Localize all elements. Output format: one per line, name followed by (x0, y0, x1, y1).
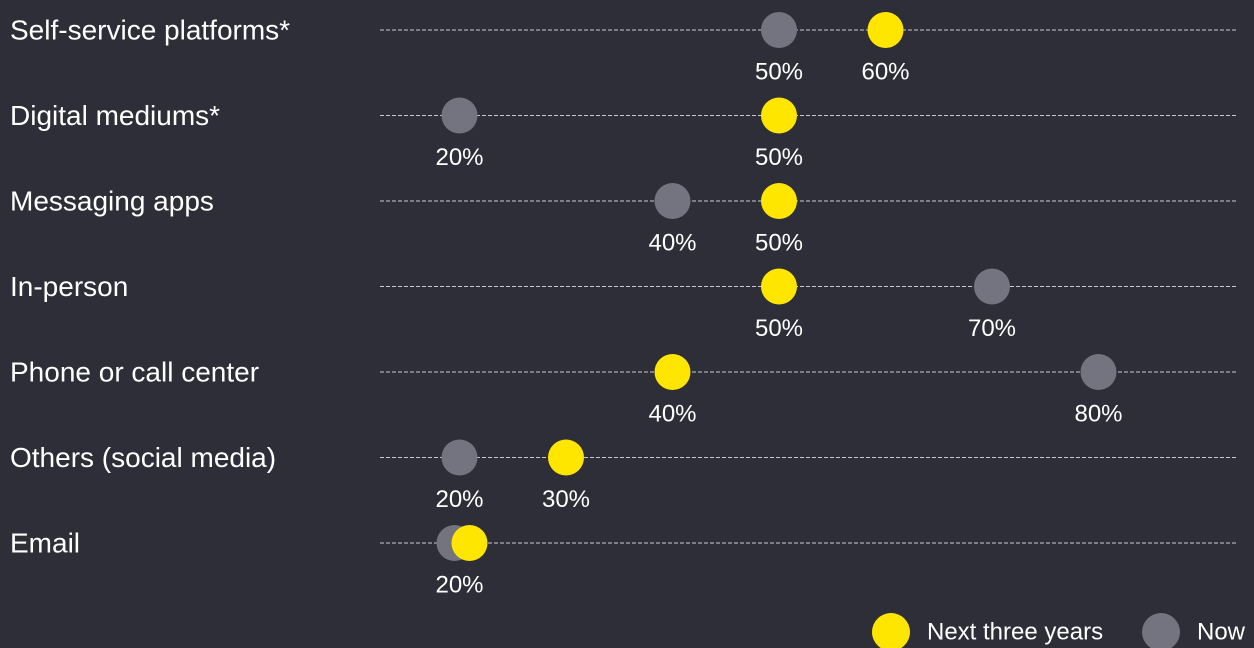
row-digital-mediums: Digital mediums* 20% 50% (10, 97, 1236, 171)
row-phone-or-call-center: Phone or call center 80% 40% (10, 354, 1236, 427)
category-label: Messaging apps (10, 185, 214, 216)
value-label-now: 20% (435, 486, 483, 513)
value-label-next-three-years: 50% (755, 144, 803, 171)
category-label: Others (social media) (10, 442, 276, 473)
legend-now-label: Now (1197, 618, 1246, 645)
dot-next-three-years (761, 183, 797, 219)
category-label: Phone or call center (10, 356, 259, 387)
value-label-now: 70% (968, 315, 1016, 342)
value-label-next-three-years: 30% (542, 486, 590, 513)
value-label-next-three-years: 50% (755, 315, 803, 342)
value-label-now: 80% (1074, 400, 1122, 427)
dot-now (761, 12, 797, 48)
dot-next-three-years (548, 439, 584, 476)
dot-now (654, 183, 691, 219)
row-messaging-apps: Messaging apps 40% 50% (10, 183, 1236, 256)
value-label-next-three-years: 60% (861, 58, 909, 85)
chart-legend: Next three years Now (872, 613, 1246, 648)
row-email: Email 20% (10, 525, 1236, 598)
category-label: In-person (10, 271, 128, 302)
category-label: Self-service platforms* (10, 14, 290, 45)
value-label-now: 20% (435, 571, 483, 598)
value-label-next-three-years: 40% (648, 400, 696, 427)
value-label-now: 50% (755, 58, 803, 85)
dot-now (441, 97, 478, 134)
dot-next-three-years (654, 354, 691, 390)
value-label-now: 40% (648, 229, 696, 256)
dot-next-three-years (451, 525, 488, 561)
row-in-person: In-person 70% 50% (10, 268, 1236, 342)
dot-next-three-years (867, 12, 904, 48)
dot-next-three-years (761, 268, 797, 305)
legend-next-three-years-marker (872, 613, 910, 648)
dot-now (974, 268, 1010, 305)
category-label: Email (10, 527, 80, 558)
legend-next-three-years-label: Next three years (927, 618, 1103, 645)
value-label-now: 20% (435, 144, 483, 171)
category-label: Digital mediums* (10, 100, 220, 131)
row-self-service-platforms: Self-service platforms* 50% 60% (10, 12, 1236, 85)
dot-now (441, 439, 478, 476)
row-others-social-media: Others (social media) 20% 30% (10, 439, 1236, 513)
dot-now (1080, 354, 1117, 390)
legend-now-marker (1142, 613, 1180, 648)
value-label-next-three-years: 50% (755, 229, 803, 256)
dot-next-three-years (761, 97, 797, 134)
chart-rows: Self-service platforms* 50% 60% Digital med… (10, 12, 1236, 598)
